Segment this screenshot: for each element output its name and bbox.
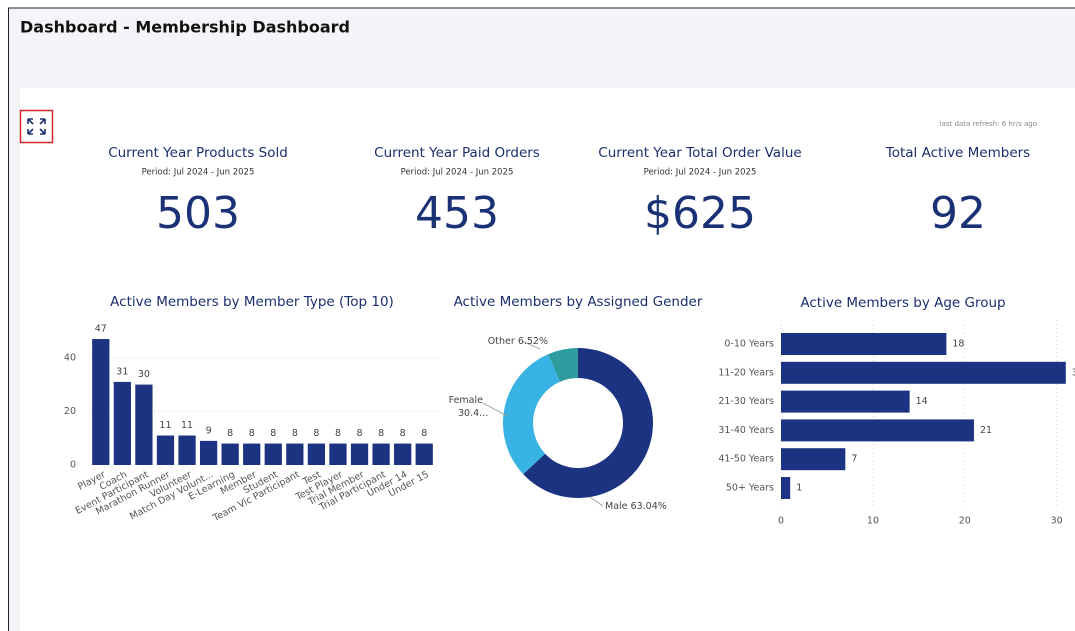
leader-line: [521, 340, 541, 350]
y-tick-label: 20: [64, 406, 76, 417]
y-tick-label: 11-20 Years: [718, 367, 774, 378]
y-tick-label: 31-40 Years: [718, 425, 774, 436]
kpi-title: Current Year Products Sold: [108, 145, 288, 161]
data-label: 7: [851, 454, 857, 465]
bar: [92, 339, 110, 465]
data-label: 47: [95, 324, 107, 335]
slice-label: Male 63.04%: [605, 501, 667, 512]
kpi-value: 503: [156, 188, 240, 239]
bar: [178, 435, 196, 465]
slice-name: Other: [488, 336, 515, 347]
data-label: 11: [181, 420, 193, 431]
data-label: 31: [116, 366, 128, 377]
data-label: 18: [952, 339, 964, 350]
bar: [113, 381, 131, 465]
data-label: 9: [206, 425, 212, 436]
bar: [415, 443, 433, 465]
donut-slice: [503, 354, 561, 475]
data-label: 8: [270, 428, 276, 439]
leader-line: [482, 402, 508, 417]
data-label: 14: [916, 396, 928, 407]
chart-title: Active Members by Assigned Gender: [454, 294, 703, 310]
donut-slice: [548, 348, 578, 382]
bar: [781, 477, 791, 499]
bar: [329, 443, 347, 465]
bar: [307, 443, 326, 465]
x-tick-label: 20: [959, 516, 971, 527]
slice-name: Female: [449, 395, 484, 406]
kpi-value: 92: [930, 188, 986, 239]
x-tick-label: 0: [778, 516, 784, 527]
kpi-period: Period: Jul 2024 - Jun 2025: [401, 168, 514, 178]
bar: [286, 443, 304, 465]
refresh-note: last data refresh: 6 hr/s ago: [940, 120, 1037, 128]
data-label: 30: [138, 369, 150, 380]
y-tick-label: 41-50 Years: [718, 454, 774, 465]
data-label: 1: [796, 483, 802, 494]
bar: [199, 440, 218, 465]
kpi-title: Current Year Total Order Value: [598, 145, 801, 161]
bar: [394, 443, 412, 465]
slice-label: Other 6.52%: [488, 336, 548, 347]
kpi-period: Period: Jul 2024 - Jun 2025: [142, 168, 255, 178]
bar: [221, 443, 239, 465]
kpi-title: Total Active Members: [885, 145, 1030, 161]
left-strip: [8, 88, 20, 631]
kpi-value: 453: [415, 188, 499, 239]
header-bar: [8, 8, 1075, 88]
data-label: 8: [292, 428, 298, 439]
leader-line: [589, 496, 604, 507]
data-label: 31: [1072, 367, 1075, 378]
focus-button-frame[interactable]: [19, 109, 54, 144]
kpi-period: Period: Jul 2024 - Jun 2025: [644, 168, 757, 178]
y-tick-label: 40: [64, 352, 76, 363]
y-tick-label: 0-10 Years: [724, 339, 774, 350]
slice-name: Male: [605, 501, 628, 512]
x-tick-label: 30: [1051, 516, 1063, 527]
data-label: 8: [313, 428, 319, 439]
data-label: 8: [335, 428, 341, 439]
bar: [350, 443, 369, 465]
kpi-value: $625: [644, 188, 756, 239]
y-tick-label: 50+ Years: [726, 483, 774, 494]
data-label: 8: [357, 428, 363, 439]
slice-label: Female 30.4...: [449, 395, 489, 419]
slice-value: 30.4...: [458, 408, 488, 419]
bar: [781, 419, 974, 442]
x-tick-label: 10: [867, 516, 879, 527]
bar: [156, 435, 175, 465]
data-label: 8: [421, 428, 427, 439]
slice-value: 6.52%: [518, 336, 548, 347]
focus-icon[interactable]: [27, 118, 46, 135]
data-label: 11: [159, 420, 171, 431]
kpi-title: Current Year Paid Orders: [374, 145, 540, 161]
data-label: 8: [227, 428, 233, 439]
chart-title: Active Members by Member Type (Top 10): [110, 294, 394, 310]
y-tick-label: 0: [70, 460, 76, 471]
data-label: 21: [980, 425, 992, 436]
bar: [781, 361, 1066, 384]
bar: [781, 390, 910, 413]
slice-value: 63.04%: [631, 501, 667, 512]
page-title: Dashboard - Membership Dashboard: [20, 18, 350, 37]
bar: [264, 443, 282, 465]
bar: [243, 443, 261, 465]
bar: [781, 333, 947, 355]
data-label: 8: [400, 428, 406, 439]
y-tick-label: 21-30 Years: [718, 396, 774, 407]
focus-button[interactable]: [19, 109, 54, 144]
bar: [135, 384, 153, 465]
bar: [372, 443, 390, 465]
data-label: 8: [249, 428, 255, 439]
bar: [781, 448, 846, 471]
data-label: 8: [378, 428, 384, 439]
chart-title: Active Members by Age Group: [800, 295, 1005, 311]
donut-slice: [523, 348, 654, 499]
